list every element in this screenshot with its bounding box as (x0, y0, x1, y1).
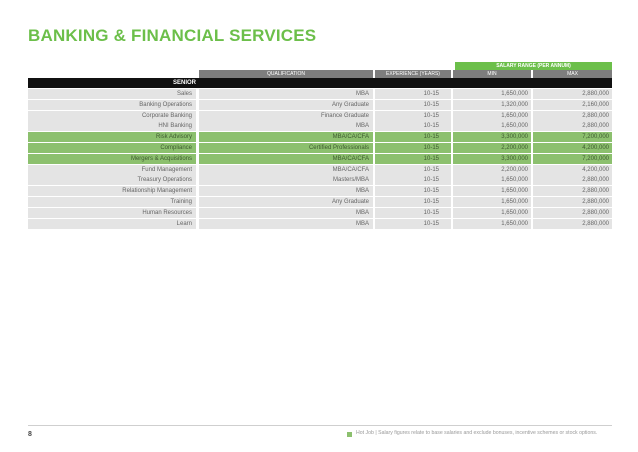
qualification-cell: MBA (199, 121, 373, 132)
table-row: Risk Advisory MBA/CA/CFA 10-15 3,300,000 7,2… (28, 132, 612, 143)
experience-cell: 10-15 (375, 175, 451, 186)
level-bar (28, 78, 612, 88)
min-salary-cell: 1,650,000 (453, 186, 531, 197)
table-row: Sales MBA 10-15 1,650,000 2,880,000 (28, 89, 612, 99)
table-row: Treasury Operations Masters/MBA 10-15 1,650… (28, 175, 612, 186)
experience-cell: 10-15 (375, 207, 451, 218)
max-salary-cell: 2,880,000 (533, 196, 612, 207)
max-salary-cell: 2,160,000 (533, 99, 612, 110)
qualification-cell: Finance Graduate (199, 110, 373, 121)
table-row: Compliance Certified Professionals 10-15 2,… (28, 142, 612, 153)
table-row: Training Any Graduate 10-15 1,650,000 2,880,… (28, 196, 612, 207)
table-row: Mergers & Acquisitions MBA/CA/CFA 10-15 3,3… (28, 153, 612, 164)
qualification-header: QUALIFICATION (199, 70, 373, 78)
min-salary-cell: 2,200,000 (453, 164, 531, 175)
experience-header: EXPERIENCE (YEARS) (375, 70, 451, 78)
min-salary-cell: 1,650,000 (453, 110, 531, 121)
max-salary-cell: 4,200,000 (533, 164, 612, 175)
qualification-cell: MBA/CA/CFA (199, 164, 373, 175)
role-cell: Human Resources (28, 207, 196, 218)
qualification-cell: Any Graduate (199, 99, 373, 110)
table-row: Human Resources MBA 10-15 1,650,000 2,880,00… (28, 207, 612, 218)
min-salary-cell: 1,650,000 (453, 218, 531, 229)
experience-cell: 10-15 (375, 121, 451, 132)
role-cell: Sales (28, 89, 196, 99)
role-cell: Relationship Management (28, 186, 196, 197)
qualification-cell: MBA (199, 186, 373, 197)
qualification-cell: MBA/CA/CFA (199, 153, 373, 164)
table-row: Banking Operations Any Graduate 10-15 1,320… (28, 99, 612, 110)
max-salary-cell: 2,880,000 (533, 175, 612, 186)
table-row: HNI Banking MBA 10-15 1,650,000 2,880,000 (28, 121, 612, 132)
qualification-cell: Certified Professionals (199, 142, 373, 153)
max-salary-cell: 4,200,000 (533, 142, 612, 153)
footer-divider (28, 425, 612, 426)
qualification-cell: MBA/CA/CFA (199, 132, 373, 143)
role-cell: Fund Management (28, 164, 196, 175)
role-cell: HNI Banking (28, 121, 196, 132)
min-salary-cell: 1,650,000 (453, 121, 531, 132)
max-salary-cell: 7,200,000 (533, 132, 612, 143)
experience-cell: 10-15 (375, 89, 451, 99)
max-salary-cell: 2,880,000 (533, 121, 612, 132)
experience-cell: 10-15 (375, 218, 451, 229)
max-salary-header: MAX (533, 70, 612, 78)
role-cell: Treasury Operations (28, 175, 196, 186)
role-cell: Training (28, 196, 196, 207)
min-salary-cell: 1,650,000 (453, 89, 531, 99)
salary-table: Sales MBA 10-15 1,650,000 2,880,000 Banking O… (28, 89, 612, 229)
min-salary-cell: 1,650,000 (453, 196, 531, 207)
role-cell: Compliance (28, 142, 196, 153)
table-row: Fund Management MBA/CA/CFA 10-15 2,200,000 4… (28, 164, 612, 175)
qualification-cell: MBA (199, 207, 373, 218)
role-cell: Corporate Banking (28, 110, 196, 121)
max-salary-cell: 2,880,000 (533, 110, 612, 121)
experience-cell: 10-15 (375, 196, 451, 207)
role-cell: Learn (28, 218, 196, 229)
table-row: Corporate Banking Finance Graduate 10-15 1,… (28, 110, 612, 121)
page-number: 8 (28, 431, 32, 438)
qualification-cell: MBA (199, 89, 373, 99)
experience-cell: 10-15 (375, 186, 451, 197)
qualification-cell: Any Graduate (199, 196, 373, 207)
max-salary-cell: 2,880,000 (533, 89, 612, 99)
min-salary-cell: 1,650,000 (453, 175, 531, 186)
max-salary-cell: 2,880,000 (533, 218, 612, 229)
role-cell: Banking Operations (28, 99, 196, 110)
max-salary-cell: 2,880,000 (533, 207, 612, 218)
role-cell: Risk Advisory (28, 132, 196, 143)
footnote: Hot Job | Salary figures relate to base … (356, 430, 598, 436)
min-salary-cell: 1,320,000 (453, 99, 531, 110)
min-salary-cell: 1,650,000 (453, 207, 531, 218)
max-salary-cell: 7,200,000 (533, 153, 612, 164)
min-salary-cell: 3,300,000 (453, 153, 531, 164)
max-salary-cell: 2,880,000 (533, 186, 612, 197)
min-salary-cell: 2,200,000 (453, 142, 531, 153)
experience-cell: 10-15 (375, 110, 451, 121)
qualification-cell: MBA (199, 218, 373, 229)
page-title: BANKING & FINANCIAL SERVICES (28, 26, 317, 45)
role-cell: Mergers & Acquisitions (28, 153, 196, 164)
experience-cell: 10-15 (375, 132, 451, 143)
table-row: Learn MBA 10-15 1,650,000 2,880,000 (28, 218, 612, 229)
experience-cell: 10-15 (375, 99, 451, 110)
experience-cell: 10-15 (375, 164, 451, 175)
qualification-cell: Masters/MBA (199, 175, 373, 186)
salary-range-header: SALARY RANGE (PER ANNUM) (455, 62, 612, 70)
hot-job-legend-swatch (347, 432, 352, 437)
experience-cell: 10-15 (375, 142, 451, 153)
experience-cell: 10-15 (375, 153, 451, 164)
level-label: SENIOR (172, 80, 196, 86)
min-salary-cell: 3,300,000 (453, 132, 531, 143)
min-salary-header: MIN (453, 70, 531, 78)
table-row: Relationship Management MBA 10-15 1,650,000… (28, 186, 612, 197)
